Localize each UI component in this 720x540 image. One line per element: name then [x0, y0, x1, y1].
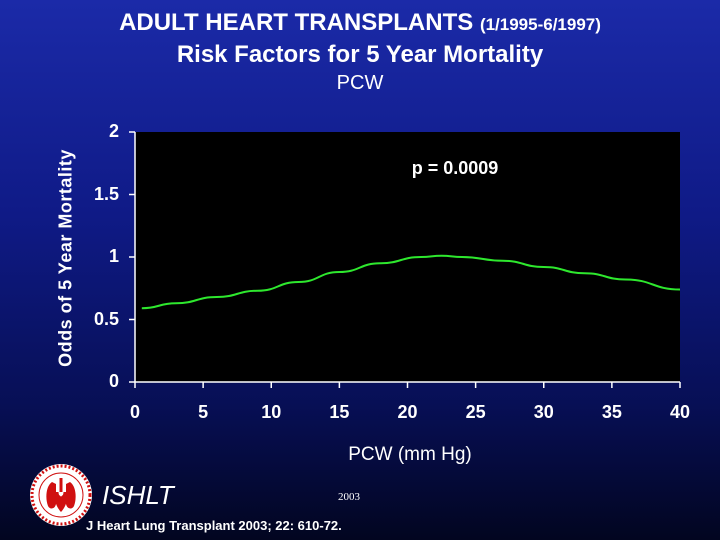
x-tick-label: 15 — [329, 402, 350, 422]
series-line — [141, 254, 681, 310]
axes — [129, 131, 681, 388]
ishlt-logo-icon — [30, 464, 92, 526]
chart-subtitle: PCW — [336, 72, 384, 94]
y-tick-label: 0.5 — [93, 308, 119, 329]
title-main: ADULT HEART TRANSPLANTS — [119, 9, 474, 36]
x-axis-label: PCW (mm Hg) — [348, 444, 472, 465]
y-tick-label: 1.5 — [93, 183, 119, 204]
title-period: (1/1995-6/1997) — [479, 15, 601, 34]
x-tick-label: 35 — [601, 402, 622, 422]
x-tick-label: 0 — [129, 402, 140, 422]
y-tick-label: 0 — [108, 371, 119, 391]
citation: J Heart Lung Transplant 2003; 22: 610-72… — [86, 518, 342, 533]
x-tick-label: 10 — [261, 402, 282, 422]
x-tick-label: 40 — [669, 402, 691, 422]
plot-area — [135, 132, 680, 382]
x-tick-label: 20 — [397, 402, 418, 422]
y-tick-label: 2 — [108, 121, 119, 141]
x-tick-label: 30 — [533, 402, 554, 422]
chart-title-line2: Risk Factors for 5 Year Mortality — [176, 41, 544, 68]
x-tick-label: 25 — [465, 402, 486, 422]
y-tick-label: 1 — [108, 246, 119, 266]
report-year: 2003 — [338, 491, 360, 503]
x-tick-label: 5 — [198, 402, 209, 422]
p-value-annotation: p = 0.0009 — [411, 158, 499, 178]
chart-title: ADULT HEART TRANSPLANTS (1/1995-6/1997) — [0, 8, 720, 40]
org-name: ISHLT — [102, 480, 174, 510]
